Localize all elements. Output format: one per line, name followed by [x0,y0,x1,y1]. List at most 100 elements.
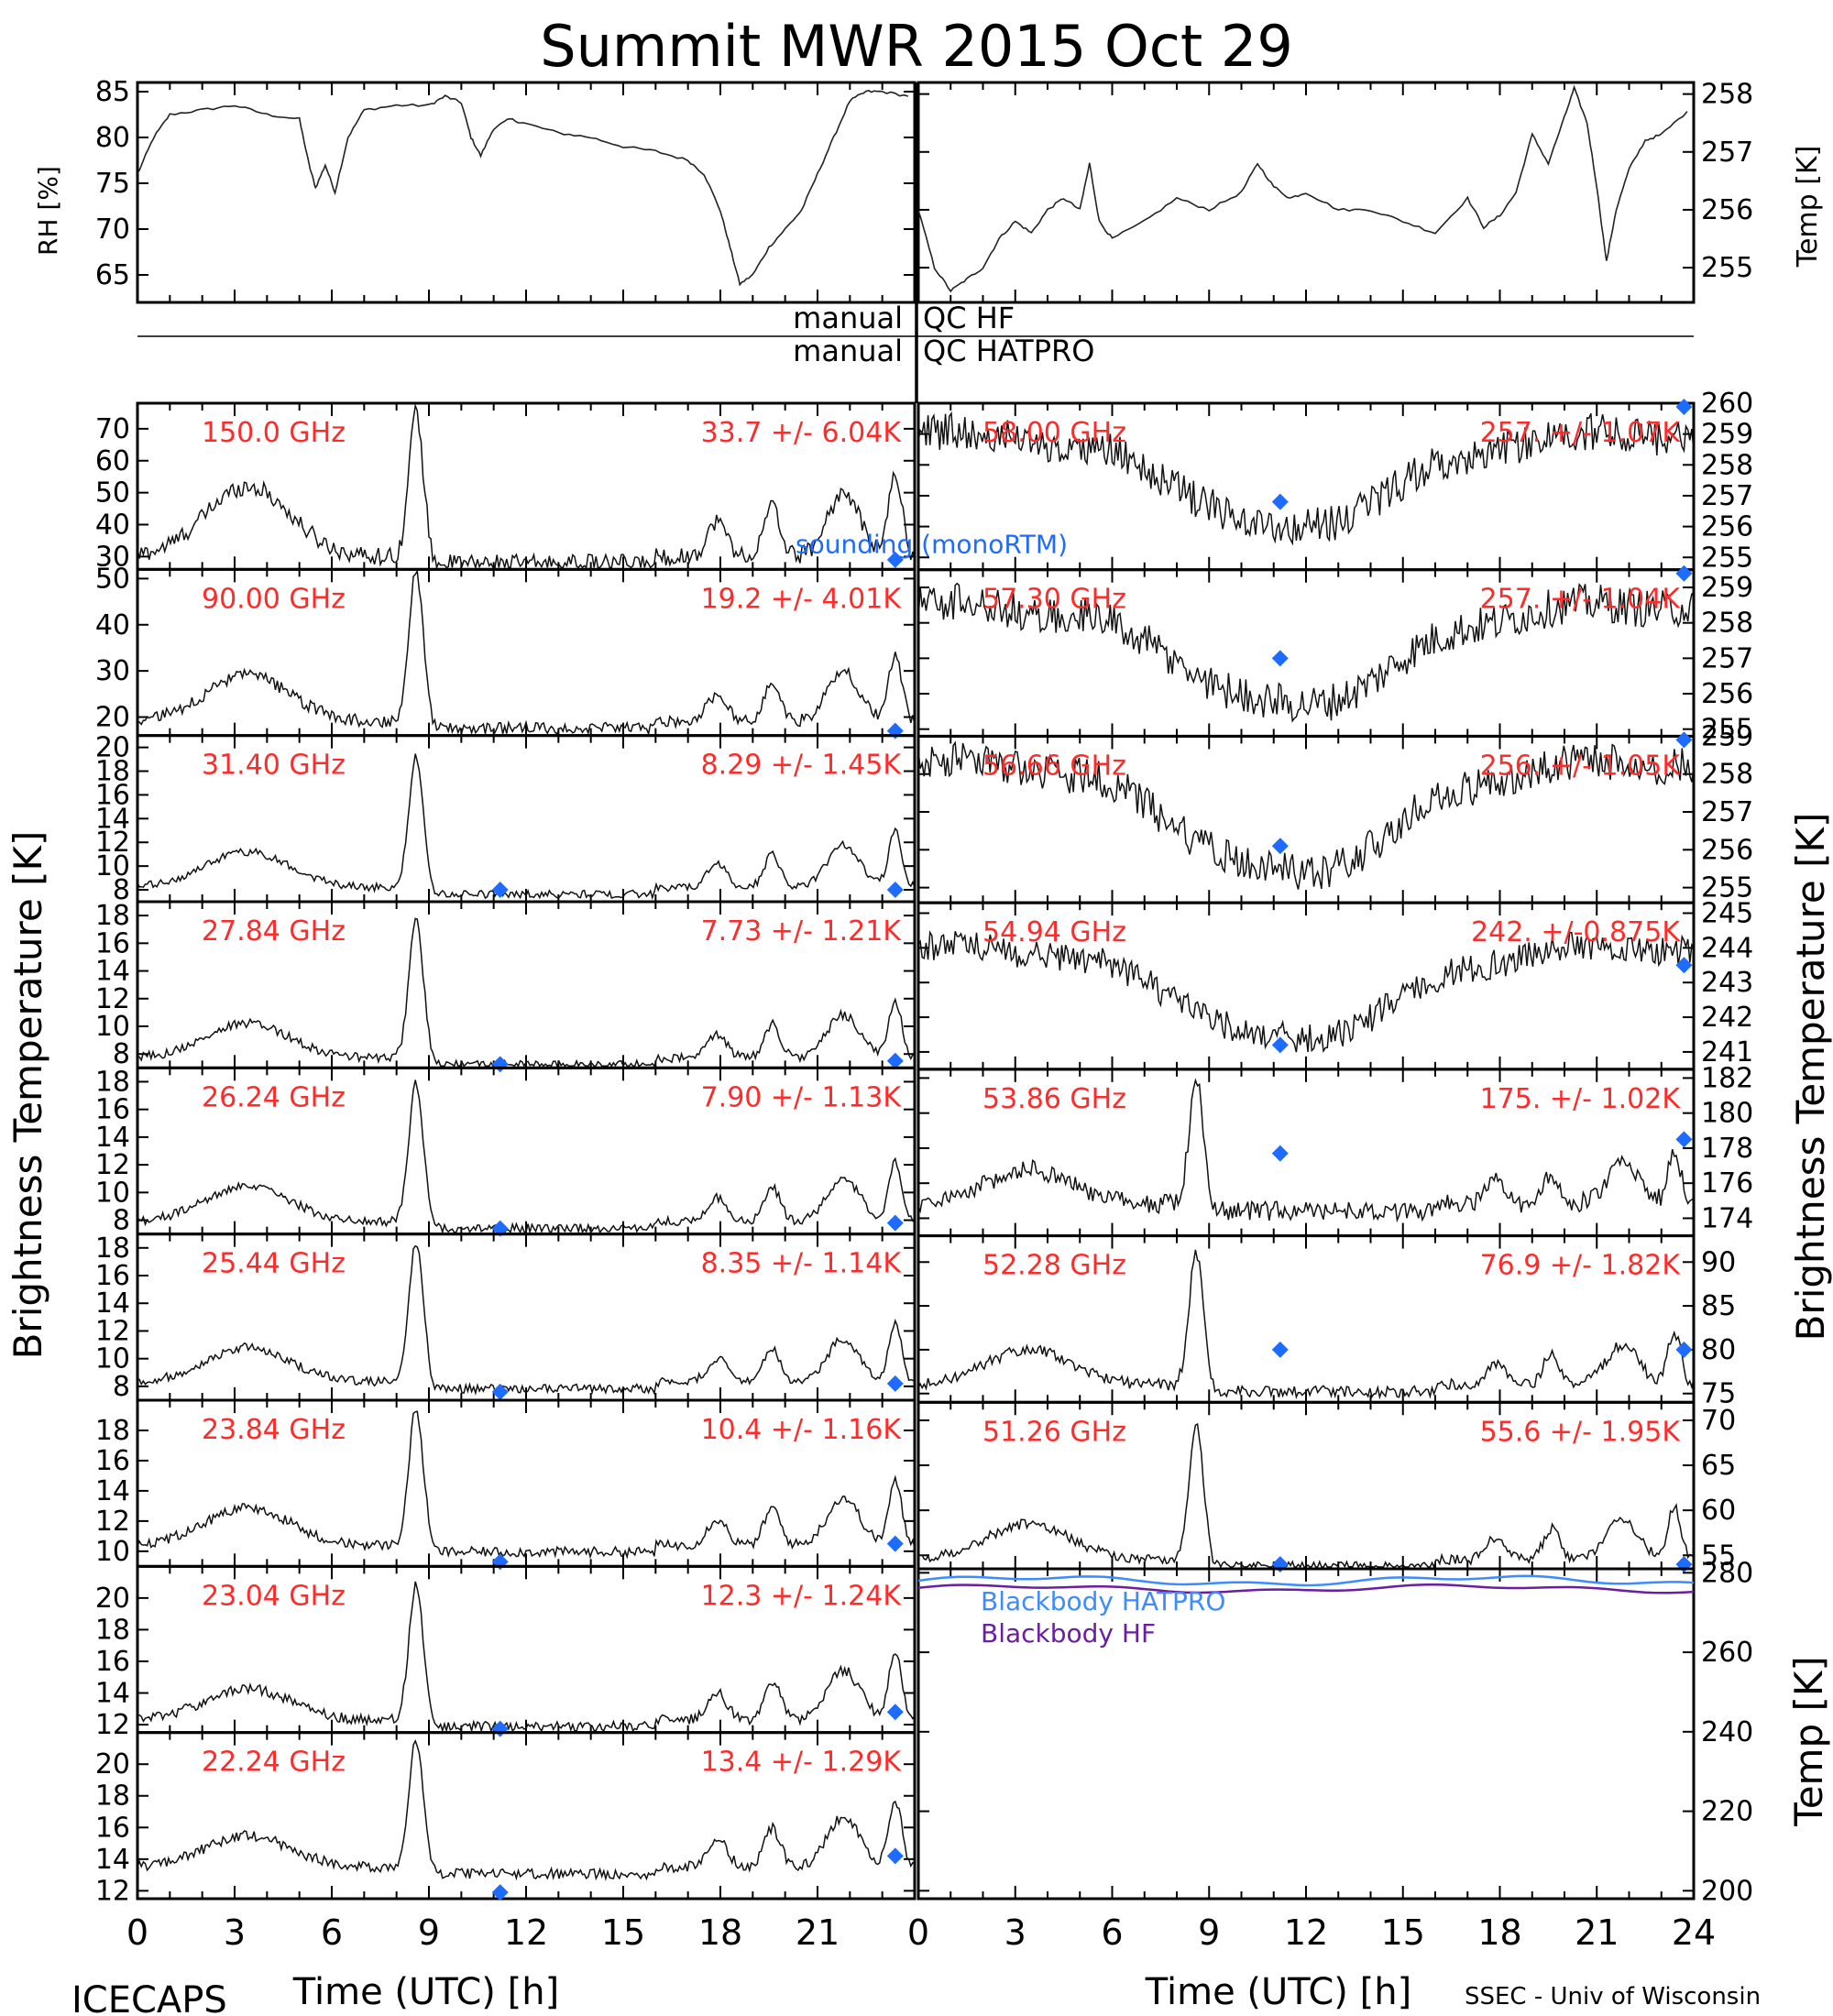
y-tick-label: 220 [1701,1796,1753,1828]
y-tick-label: 259 [1701,720,1753,752]
y-tick-label: 55 [1701,1539,1736,1572]
channel-stat: 19.2 +/- 4.01K [701,583,903,615]
temp-bottom-axis-label: Temp [K] [1786,1656,1831,1827]
channel-frequency: 56.66 GHz [982,750,1126,782]
y-tick-label: 257 [1701,480,1753,512]
y-tick-label: 18 [95,1415,130,1447]
sounding-marker [886,1214,904,1232]
y-tick-label: 256 [1701,834,1753,866]
y-tick-label: 10 [95,850,130,882]
y-tick-label: 20 [95,732,130,764]
x-tick-label-left: 21 [796,1912,840,1953]
x-tick-label-right: 0 [907,1912,929,1953]
channel-panel: 255 256 257 258 259 56.66 GHz 256. +/- 1.05K [916,720,1753,904]
y-tick-label: 257 [1701,137,1753,169]
x-axis-label-left: Time (UTC) [h] [292,1971,559,2013]
channel-series-line [917,1249,1695,1400]
x-minor-ticks [949,82,1663,302]
y-tick-label: 256 [1701,678,1753,710]
sounding-marker [1271,1036,1289,1054]
temp-panel: 255 256 257 258 [916,79,1753,304]
y-tick-label: 12 [95,983,130,1015]
y-tick-label: 16 [95,1812,130,1844]
y-tick-label: 16 [95,1094,130,1126]
channel-series-line [137,917,916,1068]
y-tick-label: 10 [95,1536,130,1568]
y-tick-label: 256 [1701,194,1753,226]
channel-stat: 33.7 +/- 6.04K [701,417,903,449]
channel-panel: 20 30 40 50 90.00 GHz 19.2 +/- 4.01K [95,563,916,740]
sounding-marker [886,882,904,899]
chart-title: Summit MWR 2015 Oct 29 [540,13,1293,80]
right-y-axis-label: Brightness Temperature [K] [1788,813,1833,1342]
channel-stat: 12.3 +/- 1.24K [701,1580,903,1612]
y-tick-label: 260 [1701,388,1753,420]
channel-series-line [917,740,1695,890]
sounding-marker [491,882,509,899]
x-tick-label-right: 6 [1101,1912,1123,1953]
channel-panel: 75 80 85 90 52.28 GHz 76.9 +/- 1.82K [916,1234,1736,1410]
channel-stat: 7.73 +/- 1.21K [701,915,903,948]
sounding-marker [491,1383,509,1400]
footer-left: ICECAPS [71,1979,227,2016]
channel-stat: 242. +/-0.875K [1471,916,1681,948]
y-tick-label: 14 [95,1844,130,1876]
y-tick-label: 12 [95,827,130,859]
blackbody-hatpro-label: Blackbody HATPRO [981,1586,1225,1616]
sounding-marker [1675,957,1693,974]
y-tick-label: 18 [95,1233,130,1265]
channel-frequency: 57.30 GHz [982,584,1126,616]
sounding-marker [1675,564,1693,582]
y-tick-label: 8 [113,874,130,906]
channel-stat: 76.9 +/- 1.82K [1480,1250,1682,1282]
y-tick-label: 255 [1701,872,1753,904]
sounding-marker [1675,1341,1693,1358]
sounding-label: sounding (monoRTM) [796,529,1068,559]
y-tick-label: 60 [95,445,130,477]
y-tick-label: 257 [1701,642,1753,674]
sounding-marker [886,551,904,568]
y-tick-label: 240 [1701,1716,1753,1748]
y-tick-label: 12 [95,1149,130,1181]
y-tick-label: 40 [95,609,130,641]
channel-stat: 55.6 +/- 1.95K [1480,1416,1682,1448]
channel-series-line [917,582,1695,723]
panel-frame [916,81,1696,304]
x-tick-label-right: 21 [1575,1912,1619,1953]
channel-series-line [917,930,1695,1054]
sounding-marker [491,1884,509,1901]
y-tick-label: 245 [1701,898,1753,930]
channel-stat: 175. +/- 1.02K [1480,1083,1682,1115]
y-tick-label: 241 [1701,1036,1753,1068]
sounding-marker [886,1704,904,1721]
channel-stat: 257. +/- 1.04K [1480,584,1682,616]
temp-top-axis-label: Temp [K] [1792,146,1824,268]
y-tick-label: 8 [113,1205,130,1237]
y-tick-label: 20 [95,702,130,734]
x-minor-ticks [169,1068,884,1234]
y-tick-label: 8 [113,1038,130,1070]
channel-series-line [137,402,916,571]
y-tick-label: 12 [95,1709,130,1741]
y-tick-label: 258 [1701,608,1753,640]
y-tick-label: 182 [1701,1062,1753,1094]
channel-stat: 10.4 +/- 1.16K [701,1414,903,1446]
y-tick-label: 12 [95,1315,130,1347]
panel-frame [136,81,916,304]
y-tick-label: 85 [1701,1290,1736,1322]
blackbody-panel: 200 220 240 260 280 Blackbody HATPROBlackbody… [916,1557,1753,1907]
channel-frequency: 54.94 GHz [982,916,1126,948]
x-tick-label-left: 3 [224,1912,246,1953]
channel-frequency: 26.24 GHz [202,1081,346,1113]
y-tick-label: 259 [1701,572,1753,604]
y-tick-label: 14 [95,1287,130,1320]
y-tick-label: 30 [95,541,130,573]
channel-frequency: 22.24 GHz [202,1747,346,1779]
